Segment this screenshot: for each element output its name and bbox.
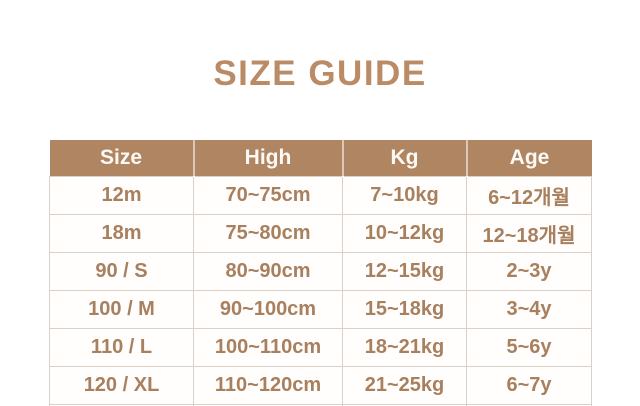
cell-age: 6~7y bbox=[466, 365, 592, 405]
cell-age: 12~18개월 bbox=[466, 213, 592, 253]
cell-size: 90 / S bbox=[49, 251, 194, 291]
table-row: 18m 75~80cm 10~12kg 12~18개월 bbox=[49, 213, 592, 253]
cell-size: 120 / XL bbox=[49, 365, 194, 405]
cell-size: 12m bbox=[49, 175, 194, 215]
cell-size: 110 / L bbox=[49, 327, 194, 367]
cell-kg: 18~21kg bbox=[342, 327, 467, 367]
cell-age: 3~4y bbox=[466, 289, 592, 329]
header-cell-high: High bbox=[192, 140, 343, 176]
cell-high: 70~75cm bbox=[193, 175, 343, 215]
cell-size: 18m bbox=[49, 213, 194, 253]
header-cell-age: Age bbox=[465, 140, 592, 176]
cell-high: 100~110cm bbox=[193, 327, 343, 367]
cell-kg: 10~12kg bbox=[342, 213, 467, 253]
table-header-row: Size High Kg Age bbox=[49, 140, 592, 176]
cell-high: 110~120cm bbox=[193, 365, 343, 405]
table-row: 90 / S 80~90cm 12~15kg 2~3y bbox=[49, 251, 592, 291]
cell-high: 90~100cm bbox=[193, 289, 343, 329]
table-row: 120 / XL 110~120cm 21~25kg 6~7y bbox=[49, 365, 592, 405]
cell-high: 80~90cm bbox=[193, 251, 343, 291]
table-row: 110 / L 100~110cm 18~21kg 5~6y bbox=[49, 327, 592, 367]
size-guide-table: Size High Kg Age 12m 70~75cm 7~10kg 6~12… bbox=[49, 140, 592, 406]
table-body: 12m 70~75cm 7~10kg 6~12개월 18m 75~80cm 10… bbox=[49, 175, 592, 406]
cell-kg: 15~18kg bbox=[342, 289, 467, 329]
table-row-clipped bbox=[49, 403, 592, 406]
header-cell-kg: Kg bbox=[341, 140, 467, 176]
cell-kg: 12~15kg bbox=[342, 251, 467, 291]
cell-size: 100 / M bbox=[49, 289, 194, 329]
cell-age: 5~6y bbox=[466, 327, 592, 367]
page-title: SIZE GUIDE bbox=[213, 54, 427, 93]
header-cell-size: Size bbox=[49, 140, 194, 176]
table-row: 100 / M 90~100cm 15~18kg 3~4y bbox=[49, 289, 592, 329]
cell-high: 75~80cm bbox=[193, 213, 343, 253]
table-header: Size High Kg Age bbox=[49, 140, 592, 176]
cell-age: 6~12개월 bbox=[466, 175, 592, 215]
table-row: 12m 70~75cm 7~10kg 6~12개월 bbox=[49, 175, 592, 215]
cell-age: 2~3y bbox=[466, 251, 592, 291]
cell-kg: 7~10kg bbox=[342, 175, 467, 215]
cell-age bbox=[466, 403, 592, 406]
cell-kg: 21~25kg bbox=[342, 365, 467, 405]
